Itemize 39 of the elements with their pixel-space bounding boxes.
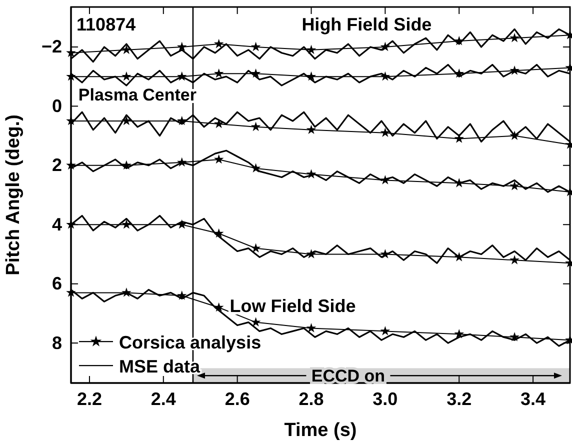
annotation: ECCD on xyxy=(311,366,386,386)
point xyxy=(176,42,187,52)
annotation: High Field Side xyxy=(302,14,432,35)
annotation: 110874 xyxy=(76,14,136,35)
point xyxy=(122,71,132,81)
y-tick-label: 8 xyxy=(52,332,62,353)
point xyxy=(510,32,520,42)
point xyxy=(214,38,224,48)
y-tick-label: −2 xyxy=(41,36,62,57)
y-tick-label: 6 xyxy=(52,274,62,294)
point xyxy=(214,154,224,164)
x-tick-label: 2.8 xyxy=(298,388,324,409)
x-tick-label: 3.4 xyxy=(520,388,546,409)
point xyxy=(214,68,224,78)
annotation: Low Field Side xyxy=(230,296,356,316)
x-tick-label: 3.2 xyxy=(446,388,472,409)
point xyxy=(454,134,464,143)
point xyxy=(380,128,390,138)
x-tick-label: 2.6 xyxy=(224,388,250,409)
x-tick-label: 2.2 xyxy=(76,388,102,409)
y-tick-label: 4 xyxy=(52,214,62,234)
point xyxy=(306,323,316,332)
point xyxy=(250,42,261,52)
x-tick-label: 2.4 xyxy=(150,388,176,409)
y-tick-label: 2 xyxy=(52,155,62,176)
point xyxy=(380,326,390,336)
point xyxy=(306,124,316,134)
point xyxy=(214,118,224,128)
point xyxy=(250,243,261,252)
point xyxy=(454,328,464,338)
x-tick-label: 3.0 xyxy=(372,388,398,409)
y-axis-title: Pitch Angle (deg.) xyxy=(3,114,24,276)
point xyxy=(122,219,132,229)
point xyxy=(510,180,520,190)
x-axis-title: Time (s) xyxy=(284,420,357,441)
point xyxy=(250,122,261,132)
point xyxy=(250,317,261,326)
point xyxy=(510,254,520,264)
y-tick-label: 0 xyxy=(52,96,62,116)
